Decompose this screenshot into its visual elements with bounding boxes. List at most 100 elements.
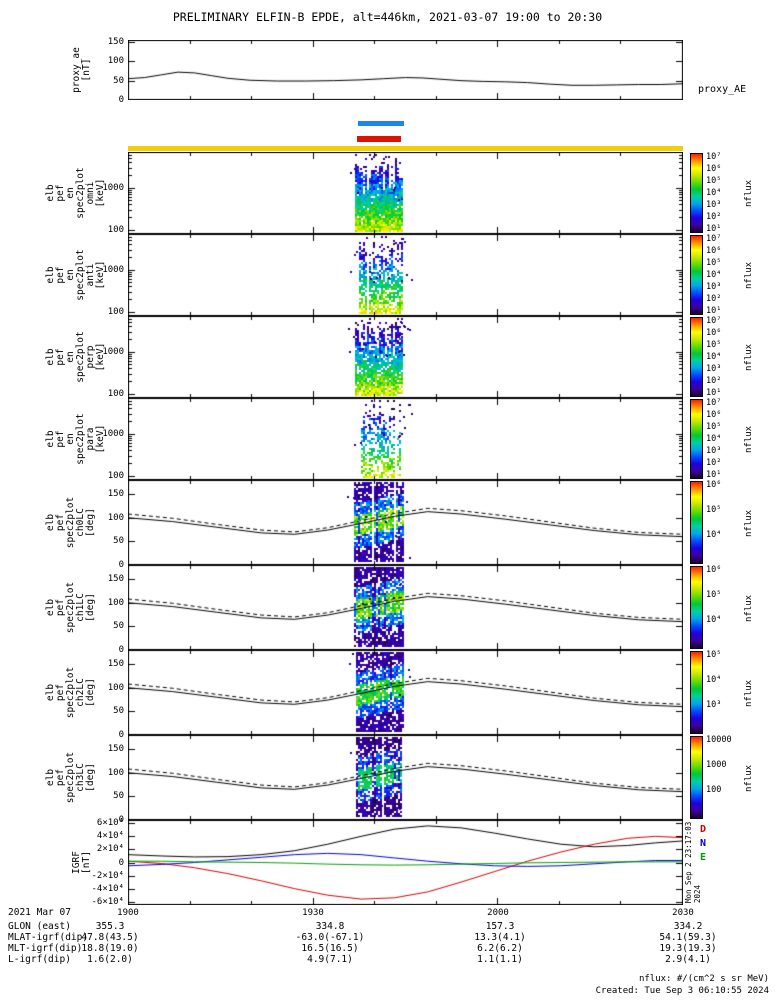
y-tick-label: 150 [107, 744, 124, 755]
footer-row-value: -63.0(-67.1) [295, 932, 365, 943]
y-tick-label: 100 [107, 767, 124, 778]
panel-left-label-en_anti: elb pef en spec2plot anti [keV] [45, 249, 106, 301]
footer-row-value: 19.3(19.3) [659, 943, 717, 954]
y-tick-label: 4×10⁴ [96, 831, 124, 842]
y-tick-label: 50 [113, 75, 124, 86]
colorbar-tick-label: 10⁴ [706, 434, 722, 444]
y-tick-label: 150 [107, 574, 124, 585]
colorbar-axis-label: nflux [744, 179, 754, 207]
footer-row-value: 334.8 [315, 921, 345, 932]
y-tick-label: 1000 [102, 182, 124, 193]
footer-row-value: 47.8(43.5) [81, 932, 139, 943]
y-tick-label: 1000 [102, 428, 124, 439]
colorbar-tick-label: 10⁵ [706, 650, 722, 660]
colorbar-tick-label: 10⁷ [706, 152, 722, 162]
colorbar-tick-label: 10⁷ [706, 398, 722, 408]
colorbar-axis-label: nflux [744, 764, 754, 792]
colorbar-axis-label: nflux [744, 343, 754, 371]
colorbar-tick-label: 10⁴ [706, 270, 722, 280]
footer-row-value: 1.6(2.0) [87, 954, 133, 965]
y-tick-label: 0 [118, 815, 124, 825]
footer-row-value: 2.9(4.1) [665, 954, 711, 965]
colorbar-tick-label: 10² [706, 458, 722, 468]
colorbar-tick-label: 10⁴ [706, 352, 722, 362]
x-tick-label: 2030 [672, 908, 694, 918]
panel-en_anti [128, 234, 683, 316]
panel-left-label-proxy_ae: proxy_ae [nT] [71, 47, 92, 93]
colorbar-tick-label: 10⁴ [706, 530, 722, 540]
colorbar-tick-label: 10⁵ [706, 176, 722, 186]
colorbar-tick-label: 100 [706, 785, 722, 795]
panel-en_perp [128, 316, 683, 398]
panel-left-label-en_omni: elb pef en spec2plot omni [keV] [45, 167, 106, 219]
date-label: 2021 Mar 07 [8, 907, 71, 918]
y-tick-label: 0 [118, 645, 124, 655]
igrf-series-label-N: N [700, 838, 707, 849]
colorbar-tick-label: 10³ [706, 282, 722, 292]
colorbar-axis-label: nflux [744, 509, 754, 537]
y-tick-label: 1000 [102, 346, 124, 357]
panel-pa_ch1 [128, 565, 683, 650]
colorbar-tick-label: 10⁵ [706, 340, 722, 350]
y-tick-label: 100 [107, 682, 124, 693]
colorbar-en_omni [690, 153, 703, 233]
colorbar-en_para [690, 399, 703, 479]
colorbar-tick-label: 10⁷ [706, 234, 722, 244]
footer-row-value: 16.5(16.5) [301, 943, 359, 954]
colorbar-tick-label: 10³ [706, 446, 722, 456]
y-tick-label: 100 [107, 306, 124, 317]
panel-en_omni [128, 152, 683, 234]
footer-row-label: L-igrf(dip) [8, 954, 71, 965]
colorbar-pa_ch2 [690, 651, 703, 734]
colorbar-tick-label: 1000 [706, 760, 727, 770]
igrf-series-label-E: E [700, 852, 707, 863]
footer-row-value: 1.1(1.1) [477, 954, 523, 965]
panel-en_para [128, 398, 683, 480]
colorbar-tick-label: 10¹ [706, 224, 722, 234]
footer-row-value: 6.2(6.2) [477, 943, 523, 954]
y-tick-label: 100 [107, 512, 124, 523]
colorbar-tick-label: 10⁵ [706, 422, 722, 432]
created-note: Created: Tue Sep 3 06:10:55 2024 [595, 986, 769, 996]
colorbar-tick-label: 10⁶ [706, 246, 722, 256]
science-zone-bar-red [357, 136, 401, 142]
y-tick-label: 1000 [102, 264, 124, 275]
colorbar-en_anti [690, 235, 703, 315]
nflux-units-note: nflux: #/(cm^2 s sr MeV) [638, 974, 769, 984]
colorbar-tick-label: 10⁴ [706, 188, 722, 198]
y-tick-label: 100 [107, 388, 124, 399]
y-tick-label: 50 [113, 791, 124, 802]
y-tick-label: -2×10⁴ [91, 870, 124, 881]
colorbar-tick-label: 10⁶ [706, 565, 722, 575]
colorbar-tick-label: 10² [706, 294, 722, 304]
footer-row-label: MLT-igrf(dip) [8, 943, 83, 954]
colorbar-axis-label: nflux [744, 594, 754, 622]
colorbar-tick-label: 10⁶ [706, 410, 722, 420]
y-tick-label: 150 [107, 36, 124, 47]
y-tick-label: 2×10⁴ [96, 844, 124, 855]
x-tick-label: 1930 [302, 908, 324, 918]
y-tick-label: 100 [107, 224, 124, 235]
panel-right-label: proxy_AE [698, 84, 747, 95]
y-tick-label: 50 [113, 621, 124, 632]
y-tick-label: -6×10⁴ [91, 896, 124, 907]
panel-igrf [128, 820, 683, 905]
colorbar-tick-label: 10⁶ [706, 164, 722, 174]
igrf-series-label-D: D [700, 824, 707, 835]
colorbar-tick-label: 10⁶ [706, 328, 722, 338]
y-tick-label: 6×10⁴ [96, 818, 124, 829]
plot-title: PRELIMINARY ELFIN-B EPDE, alt=446km, 202… [172, 10, 603, 24]
colorbar-tick-label: 10³ [706, 364, 722, 374]
y-tick-label: 100 [107, 470, 124, 481]
footer-row-value: 13.3(4.1) [474, 932, 526, 943]
colorbar-tick-label: 10¹ [706, 470, 722, 480]
colorbar-en_perp [690, 317, 703, 397]
y-tick-label: 0 [118, 730, 124, 740]
footer-row-value: 157.3 [485, 921, 515, 932]
x-tick-label: 1900 [117, 908, 139, 918]
y-tick-label: 0 [118, 857, 124, 868]
colorbar-pa_ch3 [690, 736, 703, 819]
panel-left-label-en_para: elb pef en spec2plot para [keV] [45, 413, 106, 465]
panel-left-label-en_perp: elb pef en spec2plot perp [keV] [45, 331, 106, 383]
